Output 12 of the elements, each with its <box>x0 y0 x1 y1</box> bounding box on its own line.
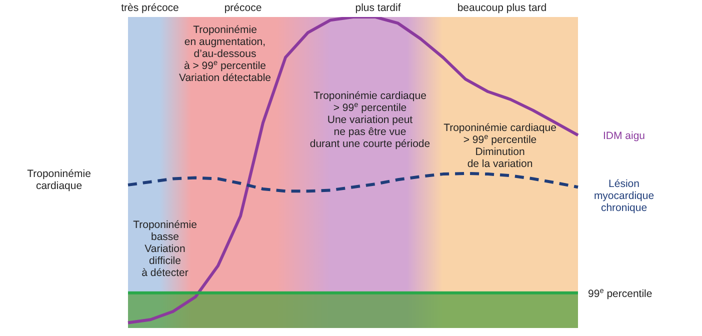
ref-line-label: 99$^{e}$ percentile <box>588 285 652 300</box>
annotation: Troponinémie basse Variation difficile à détecter <box>133 219 198 279</box>
annotation: Troponinémie cardiaque > 99$^{e}$ percentile Diminution de la variation <box>444 122 557 170</box>
text: très précoce <box>121 2 180 14</box>
y-axis-title: Troponinémie cardiaque <box>26 168 92 192</box>
annotation: Troponinémie cardiaque > 99$^{e}$ percentile Une variation peut ne pas être vue durant une courte période <box>310 90 430 150</box>
text: IDM aigu <box>602 130 646 142</box>
text: beaucoup plus tard <box>457 2 547 14</box>
series-label: Lésion myocardique chronique <box>594 178 654 214</box>
annotation: Troponinémie en augmentation, d’au-dessous à > 99$^{e}$ percentile Variation détectable <box>178 24 272 84</box>
text: précoce <box>224 2 262 14</box>
text: plus tardif <box>355 2 401 14</box>
